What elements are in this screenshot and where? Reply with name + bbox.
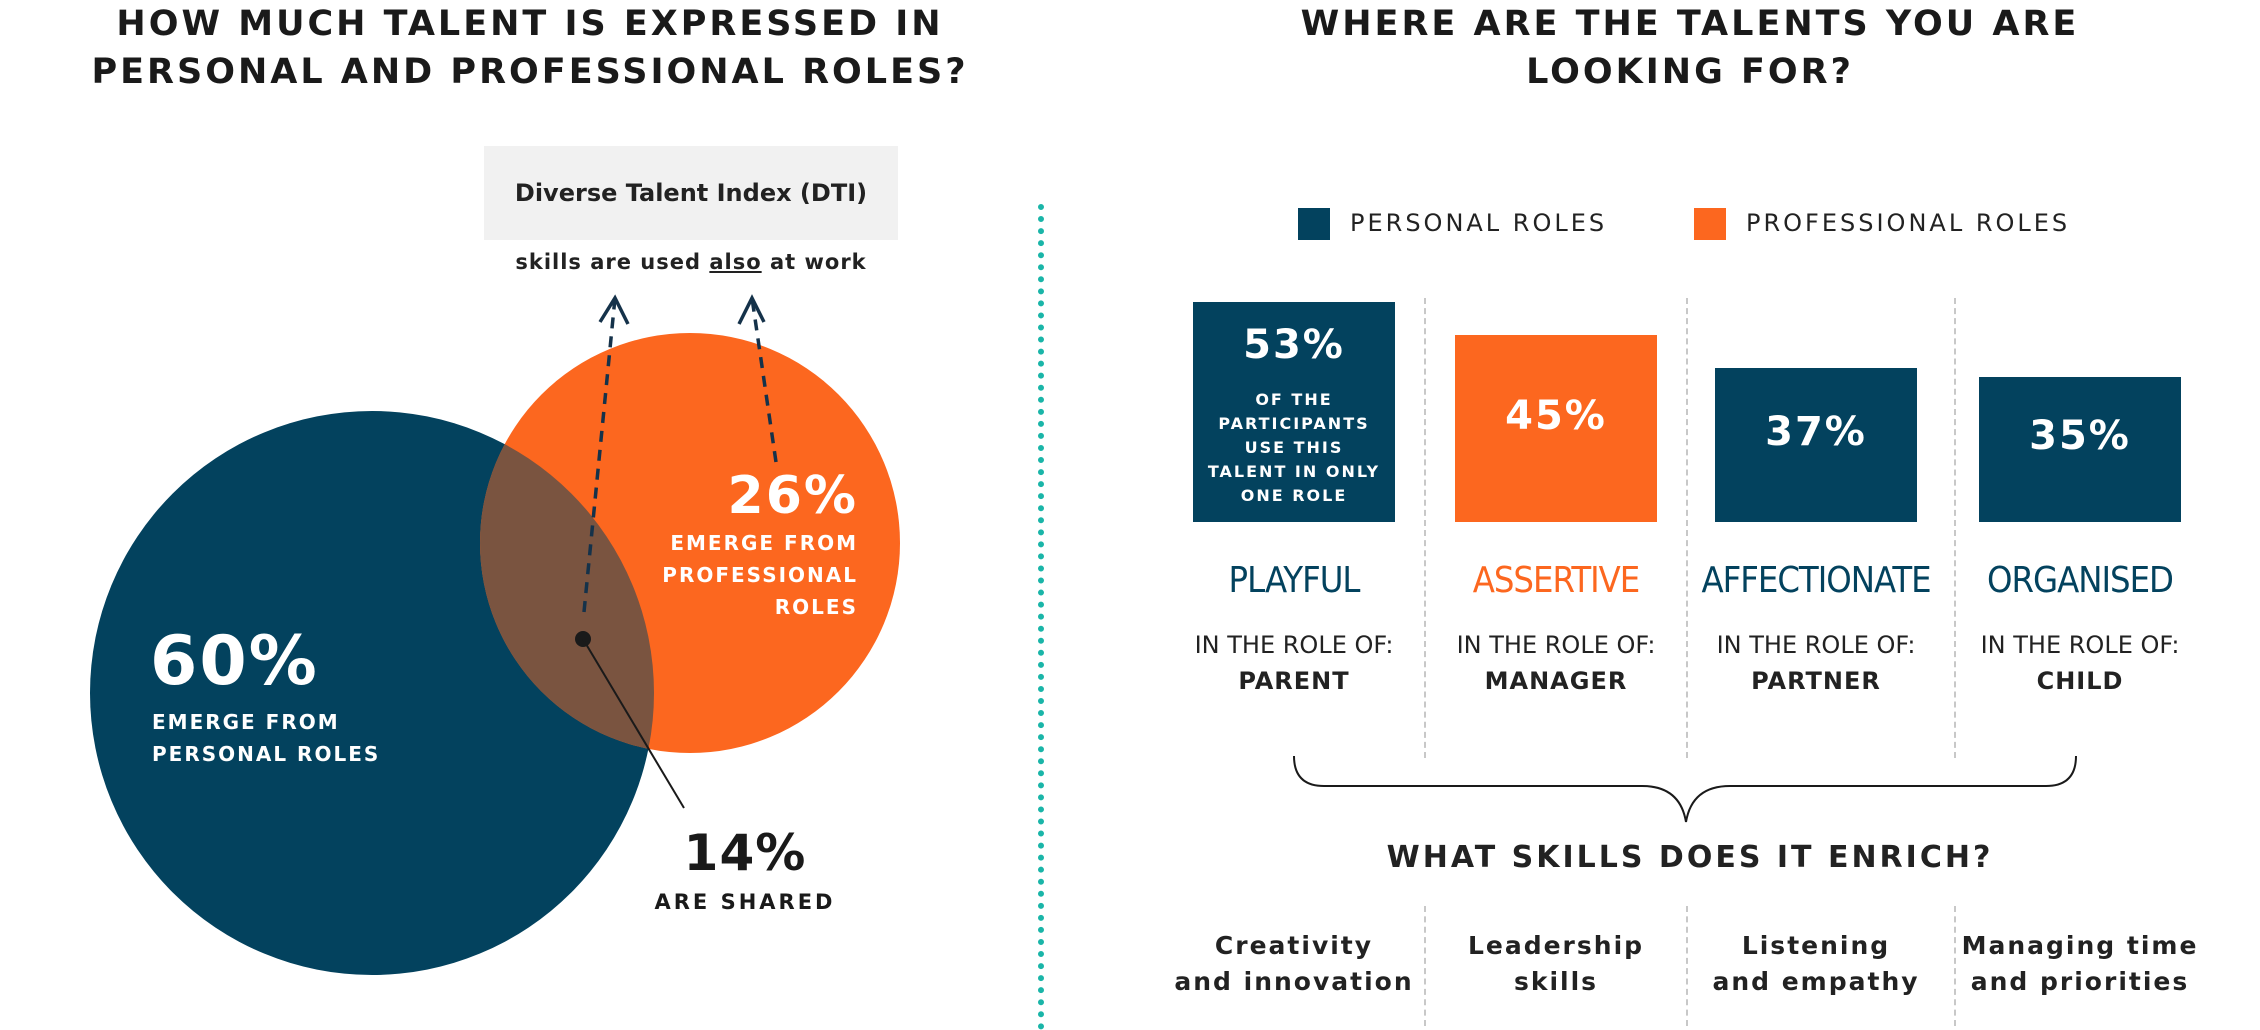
in-the-role-of-label: IN THE ROLE OF: bbox=[1194, 631, 1394, 659]
column-separator-2 bbox=[1686, 298, 1688, 758]
left-title-line2: PERSONAL AND PROFESSIONAL ROLES? bbox=[91, 52, 969, 92]
professional-pct: 26% bbox=[727, 466, 858, 526]
dti-title: Diverse Talent Index (DTI) bbox=[514, 179, 868, 207]
bar-value-label: 53% bbox=[1243, 322, 1345, 368]
skill-label-line: skills bbox=[1513, 967, 1599, 996]
personal-pct: 60% bbox=[150, 622, 319, 701]
dti-text-before: skills are used bbox=[515, 250, 710, 274]
bar-assertive: 45% bbox=[1455, 335, 1657, 522]
panel-divider bbox=[1038, 204, 1044, 1030]
shared-pointer-line bbox=[582, 638, 685, 809]
trait-label: PLAYFUL bbox=[1228, 560, 1361, 601]
in-the-role-of-label: IN THE ROLE OF: bbox=[1980, 631, 2180, 659]
shared-caption: ARE SHARED bbox=[654, 890, 836, 914]
in-the-role-of-label: IN THE ROLE OF: bbox=[1716, 631, 1916, 659]
skill-label: Leadership skills bbox=[1431, 928, 1681, 1000]
bar-note-line: TALENT IN ONLY bbox=[1207, 462, 1381, 481]
skill-label: Listening and empathy bbox=[1691, 928, 1941, 1000]
column-separator-1 bbox=[1424, 298, 1426, 758]
legend-personal-label: PERSONAL ROLES bbox=[1350, 209, 1608, 237]
role-label: PARTNER bbox=[1751, 667, 1881, 695]
personal-caption: EMERGE FROM PERSONAL ROLES bbox=[152, 706, 380, 770]
skill-label: Managing time and priorities bbox=[1955, 928, 2205, 1000]
dti-arrow-right bbox=[750, 297, 778, 463]
trait-label: ORGANISED bbox=[1987, 560, 2174, 601]
bar-value-label: 35% bbox=[2029, 413, 2131, 460]
left-title-line1: HOW MUCH TALENT IS EXPRESSED IN bbox=[116, 4, 944, 44]
skill-label-line: Listening bbox=[1741, 931, 1891, 960]
skill-label-line: Leadership bbox=[1467, 931, 1645, 960]
dti-text: skills are used also at work bbox=[484, 250, 898, 274]
skill-label-line: and innovation bbox=[1174, 967, 1414, 996]
skill-separator-3 bbox=[1954, 906, 1956, 1026]
bar-note-line: OF THE bbox=[1255, 390, 1333, 409]
bar-value-label: 45% bbox=[1505, 392, 1607, 439]
role-label: CHILD bbox=[2036, 667, 2124, 695]
professional-caption: EMERGE FROM PROFESSIONAL ROLES bbox=[640, 527, 858, 623]
role-label: MANAGER bbox=[1484, 667, 1628, 695]
professional-caption-line3: ROLES bbox=[774, 595, 858, 619]
personal-caption-line2: PERSONAL ROLES bbox=[152, 742, 381, 766]
dti-box: Diverse Talent Index (DTI) bbox=[484, 146, 898, 240]
arrowhead-left-icon bbox=[598, 294, 630, 325]
bar-value-label: 37% bbox=[1765, 409, 1867, 456]
right-title: WHERE ARE THE TALENTS YOU ARE LOOKING FO… bbox=[1220, 0, 2160, 96]
bar-note: OF THE PARTICIPANTS USE THIS TALENT IN ONLY… bbox=[1193, 388, 1395, 508]
skill-separator-2 bbox=[1686, 906, 1688, 1026]
skill-label-line: and priorities bbox=[1970, 967, 2190, 996]
legend-personal-swatch bbox=[1298, 208, 1330, 240]
skill-label-line: Managing time bbox=[1961, 931, 2199, 960]
personal-caption-line1: EMERGE FROM bbox=[152, 710, 340, 734]
brace-icon bbox=[1293, 755, 2077, 823]
legend-professional-label: PROFESSIONAL ROLES bbox=[1746, 209, 2071, 237]
enrich-title: WHAT SKILLS DOES IT ENRICH? bbox=[1386, 840, 1994, 875]
overlap-region bbox=[480, 411, 654, 753]
dti-text-underlined: also bbox=[709, 250, 762, 274]
bar-note-line: ONE ROLE bbox=[1240, 486, 1348, 505]
trait-label: AFFECTIONATE bbox=[1701, 560, 1931, 601]
venn-diagram bbox=[90, 294, 900, 975]
bar-affectionate: 37% bbox=[1715, 368, 1917, 522]
professional-caption-line1: EMERGE FROM bbox=[670, 531, 858, 555]
skill-separator-1 bbox=[1424, 906, 1426, 1026]
skill-label-line: Creativity bbox=[1214, 931, 1374, 960]
trait-label: ASSERTIVE bbox=[1472, 560, 1641, 601]
right-title-line1: WHERE ARE THE TALENTS YOU ARE bbox=[1300, 4, 2080, 44]
skill-label-line: and empathy bbox=[1712, 967, 1920, 996]
left-title: HOW MUCH TALENT IS EXPRESSED IN PERSONAL… bbox=[40, 0, 1020, 96]
skill-label: Creativity and innovation bbox=[1169, 928, 1419, 1000]
role-label: PARENT bbox=[1238, 667, 1350, 695]
right-title-line2: LOOKING FOR? bbox=[1526, 52, 1854, 92]
column-separator-3 bbox=[1954, 298, 1956, 758]
bar-note-line: PARTICIPANTS bbox=[1218, 414, 1370, 433]
dti-text-after: at work bbox=[761, 250, 867, 274]
dti-arrow-left bbox=[582, 297, 617, 613]
arrowhead-right-icon bbox=[737, 294, 766, 325]
bar-playful: 53% OF THE PARTICIPANTS USE THIS TALENT IN O… bbox=[1193, 302, 1395, 522]
legend-professional-swatch bbox=[1694, 208, 1726, 240]
in-the-role-of-label: IN THE ROLE OF: bbox=[1456, 631, 1656, 659]
bar-organised: 35% bbox=[1979, 376, 2181, 522]
shared-pct: 14% bbox=[683, 824, 807, 882]
bar-note-line: USE THIS bbox=[1244, 438, 1344, 457]
professional-caption-line2: PROFESSIONAL bbox=[662, 563, 858, 587]
